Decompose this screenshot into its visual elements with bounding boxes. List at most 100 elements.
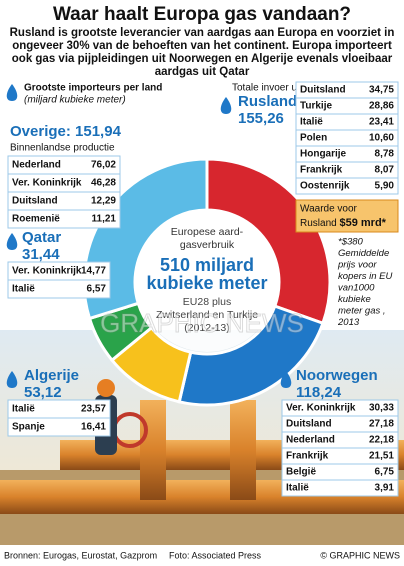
title: Waar haalt Europa gas vandaan? — [53, 4, 351, 25]
table-value: 11,21 — [92, 214, 117, 225]
table-row — [7, 279, 111, 299]
price-note: kubieke — [338, 294, 371, 305]
table-country: Italië — [12, 284, 35, 295]
price-note: meter gas , — [338, 306, 386, 317]
donut-segment — [82, 157, 209, 321]
table-value: 28,86 — [369, 101, 394, 112]
table-value: 76,02 — [91, 160, 116, 171]
legend-heading: Grootste importeurs per land — [24, 83, 162, 94]
center-text: gasverbruik — [180, 239, 235, 251]
center-text: Zwitserland en Turkije — [156, 309, 258, 321]
price-note: *$380 — [338, 237, 364, 248]
table-value: 46,28 — [91, 178, 116, 189]
table-country: Nederland — [12, 160, 61, 171]
table-value: 14,77 — [81, 266, 106, 277]
value-box-line: Waarde voor — [300, 204, 358, 215]
price-note: 2013 — [337, 317, 360, 328]
center-disc — [137, 212, 277, 352]
price-note: prijs voor — [337, 260, 377, 271]
drop-icon — [220, 97, 232, 114]
segment-label: Overige: 151,94 — [10, 123, 122, 140]
table-country: Duitsland — [12, 196, 58, 207]
table-value: 30,33 — [369, 403, 394, 414]
table-country: Italië — [12, 404, 35, 415]
table-value: 34,75 — [369, 85, 394, 96]
drop-icon — [6, 233, 18, 250]
center-text: (2012-13) — [184, 322, 230, 334]
price-note: van1000 — [338, 283, 375, 294]
table-value: 21,51 — [369, 451, 394, 462]
table-value: 23,41 — [369, 117, 394, 128]
table-value: 8,78 — [375, 149, 395, 160]
drop-icon — [6, 371, 18, 388]
table-country: Roemenië — [12, 214, 60, 225]
segment-value: 118,24 — [296, 384, 342, 401]
legend-units: (miljard kubieke meter) — [24, 95, 126, 106]
donut-segment — [205, 157, 332, 326]
segment-name: Algerije — [24, 367, 79, 384]
center-text: kubieke meter — [146, 273, 267, 293]
table-value: 8,07 — [375, 165, 395, 176]
segment-name: Qatar — [22, 229, 61, 246]
subtitle-line: ook gas via pijpleidingen uit Noorwegen … — [12, 53, 393, 65]
table-country: Turkije — [300, 101, 332, 112]
subtitle-line: Rusland is grootste leverancier van aard… — [10, 27, 395, 39]
value-box-line: Rusland $59 mrd* — [300, 217, 387, 229]
table-value: 23,57 — [81, 404, 106, 415]
footer-photo: Foto: Associated Press — [169, 550, 262, 560]
table-country: Duitsland — [300, 85, 346, 96]
total-label: Totale invoer uit — [232, 83, 302, 94]
watermark: GRAPHIC NEWS — [100, 308, 304, 338]
segment-value: 53,12 — [24, 384, 62, 401]
donut-segment — [177, 304, 325, 407]
table-country: Ver. Koninkrijk — [12, 178, 82, 189]
table-row — [7, 417, 111, 437]
footer-sources: Bronnen: Eurogas, Eurostat, Gazprom — [4, 550, 157, 560]
table-value: 3,91 — [375, 483, 395, 494]
overige-note: Binnenlandse productie — [10, 143, 115, 154]
table-country: Frankrijk — [300, 165, 343, 176]
table-country: België — [286, 467, 316, 478]
table-country: Duitsland — [286, 419, 332, 430]
segment-value: 155,26 — [238, 110, 284, 127]
center-text: EU28 plus — [183, 296, 231, 308]
price-note: kopers in EU — [338, 271, 393, 282]
table-country: Italië — [286, 483, 309, 494]
table-country: Oostenrijk — [300, 181, 350, 192]
table-country: Polen — [300, 133, 327, 144]
table-value: 12,29 — [91, 196, 116, 207]
table-value: 6,57 — [87, 284, 107, 295]
table-country: Nederland — [286, 435, 335, 446]
price-note: Gemiddelde — [338, 248, 389, 259]
center-text: Europese aard- — [171, 226, 244, 238]
table-row — [7, 209, 121, 229]
table-country: Hongarije — [300, 149, 347, 160]
table-row — [295, 177, 399, 195]
table-country: Italië — [300, 117, 323, 128]
footer-credit: © GRAPHIC NEWS — [320, 550, 400, 560]
subtitle-line: aardgas uit Qatar — [155, 66, 250, 78]
table-country: Spanje — [12, 422, 45, 433]
table-value: 22,18 — [369, 435, 394, 446]
segment-name: Rusland — [238, 93, 297, 110]
table-value: 10,60 — [369, 133, 394, 144]
table-value: 16,41 — [81, 422, 106, 433]
table-country: Ver. Koninkrijk — [286, 403, 356, 414]
subtitle-line: ongeveer 30% van de behoeften van het co… — [12, 40, 392, 52]
center-text: 510 miljard — [160, 255, 254, 275]
table-value: 27,18 — [369, 419, 394, 430]
value-box-line: Rusland — [300, 218, 337, 229]
segment-value: 31,44 — [22, 246, 60, 263]
value-box-amount: $59 mrd* — [339, 217, 386, 229]
table-value: 5,90 — [375, 181, 395, 192]
table-value: 6,75 — [375, 467, 395, 478]
drop-icon — [6, 84, 18, 101]
drop-icon — [280, 371, 292, 388]
segment-name: Overige: — [10, 123, 71, 140]
table-country: Frankrijk — [286, 451, 329, 462]
table-country: Ver. Koninkrijk — [12, 266, 82, 277]
segment-name: Noorwegen — [296, 367, 378, 384]
table-row — [281, 479, 399, 497]
value-box — [295, 199, 399, 233]
